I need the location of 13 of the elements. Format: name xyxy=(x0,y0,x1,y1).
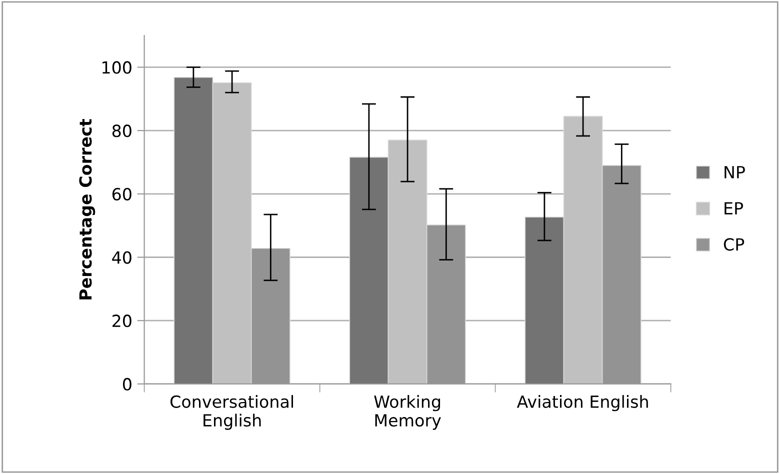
x-tick-label: Conversational English xyxy=(170,395,294,430)
y-tick-label: 20 xyxy=(112,314,132,328)
y-tick-label: 40 xyxy=(112,251,132,264)
legend-label: EP xyxy=(724,202,744,214)
legend-label: NP xyxy=(724,166,745,178)
x-tick-label: Aviation English xyxy=(516,395,648,412)
y-tick-label: 0 xyxy=(122,378,132,391)
y-tick-label: 60 xyxy=(112,188,132,200)
y-axis-title: Percentage Correct xyxy=(79,118,96,300)
y-tick-label: 80 xyxy=(112,124,132,138)
y-tick-label: 100 xyxy=(102,61,132,74)
x-tick-label: Working Memory xyxy=(374,395,441,430)
legend-label: CP xyxy=(724,238,744,251)
